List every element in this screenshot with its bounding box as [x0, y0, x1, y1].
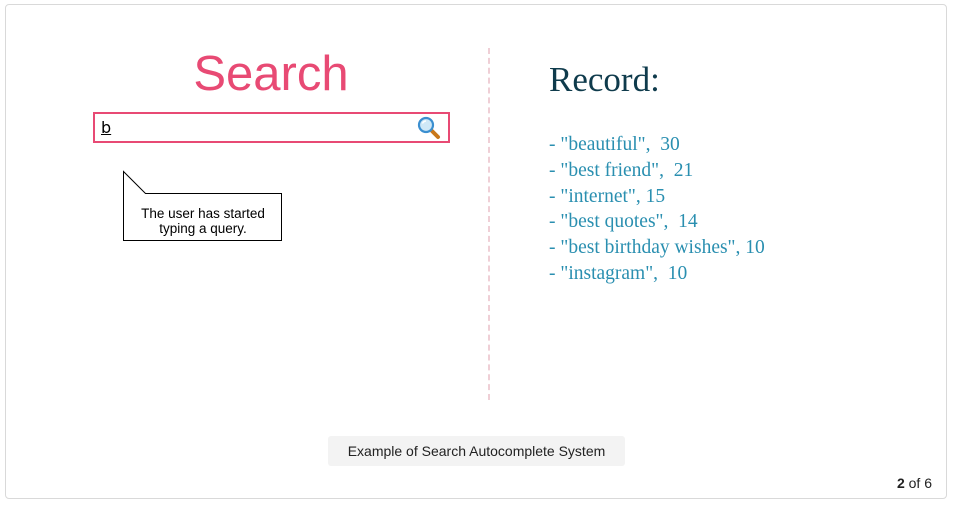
- record-list: - "beautiful", 30 - "best friend", 21 - …: [549, 132, 765, 287]
- pager-of-label: of: [908, 475, 921, 491]
- record-item: - "internet", 15: [549, 185, 666, 207]
- pager-current: 2: [896, 475, 905, 491]
- record-item: - "best friend", 21: [549, 159, 694, 181]
- search-icon[interactable]: [416, 116, 442, 140]
- slide-frame: [5, 4, 947, 499]
- record-item: - "best birthday wishes", 10: [549, 237, 765, 259]
- search-query-text: b: [101, 118, 112, 137]
- slide-pager: 2 of 6: [897, 475, 932, 491]
- record-item: - "instagram", 10: [549, 262, 688, 284]
- record-title: Record:: [549, 60, 660, 99]
- callout-text: The user has started typing a query.: [124, 206, 282, 236]
- pager-total: 6: [924, 475, 932, 491]
- record-item: - "beautiful", 30: [549, 134, 680, 155]
- search-title: Search: [193, 47, 349, 101]
- dashed-divider: [488, 48, 490, 400]
- search-input[interactable]: b: [93, 112, 450, 143]
- figure-caption: Example of Search Autocomplete System: [328, 436, 625, 466]
- callout-line-1: The user has started: [141, 206, 265, 221]
- record-item: - "best quotes", 14: [549, 211, 698, 233]
- annotation-callout: The user has started typing a query.: [122, 170, 284, 242]
- callout-line-2: typing a query.: [159, 221, 247, 236]
